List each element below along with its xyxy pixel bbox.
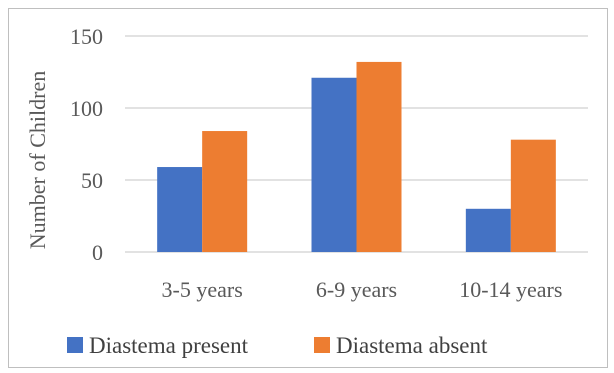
x-tick-label: 6-9 years <box>316 277 397 302</box>
y-tick-label: 0 <box>92 240 103 265</box>
bar-diastema-present-3-5-years <box>157 167 203 252</box>
legend-swatch <box>67 337 83 353</box>
legend-label: Diastema absent <box>336 333 488 358</box>
y-axis-label: Number of Children <box>25 71 50 249</box>
x-tick-label: 10-14 years <box>459 277 562 302</box>
legend-swatch <box>314 337 330 353</box>
bar-diastema-present-6-9-years <box>311 77 357 252</box>
y-tick-label: 150 <box>70 24 103 49</box>
y-tick-labels: 0 50 100 150 <box>70 24 103 265</box>
y-tick-label: 100 <box>70 96 103 121</box>
bar-diastema-present-10-14-years <box>465 208 511 252</box>
bar-diastema-absent-10-14-years <box>510 139 556 252</box>
bars <box>157 61 556 252</box>
y-tick-label: 50 <box>81 168 103 193</box>
legend-label: Diastema present <box>89 333 249 358</box>
x-tick-label: 3-5 years <box>162 277 243 302</box>
x-tick-labels: 3-5 years 6-9 years 10-14 years <box>162 277 563 302</box>
legend: Diastema present Diastema absent <box>67 333 488 358</box>
chart-frame <box>8 8 608 368</box>
bar-diastema-absent-3-5-years <box>202 131 248 252</box>
bar-diastema-absent-6-9-years <box>356 61 402 252</box>
